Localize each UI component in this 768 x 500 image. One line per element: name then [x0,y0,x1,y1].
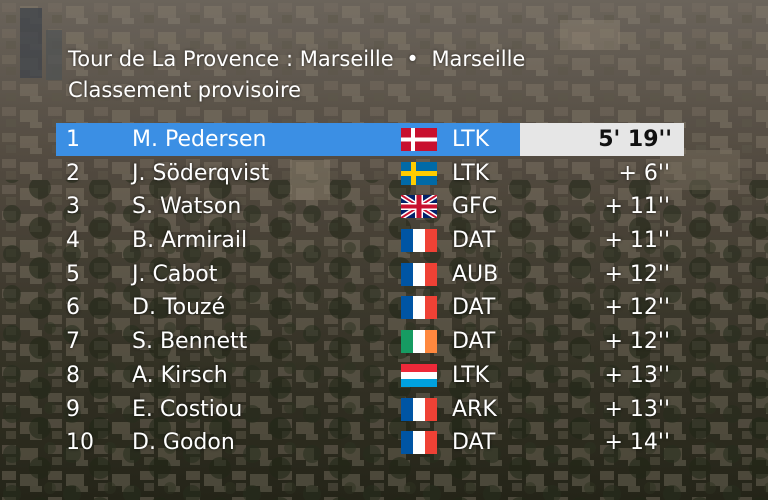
team-code: GFC [452,194,498,220]
standings-row: 9 E. Costiou ARK + 13'' [0,393,768,427]
rider-name: E. Costiou [132,396,243,422]
standings-subtitle: Classement provisoire [68,78,302,102]
team-code: DAT [452,295,496,321]
rank: 1 [66,127,80,152]
standings-row: 4 B. Armirail DAT + 11'' [0,224,768,258]
race-title-line: Tour de La Provence : Marseille • Marsei… [68,44,525,75]
rank: 2 [66,160,80,186]
team-code: DAT [452,329,496,355]
time-gap: + 12'' [604,261,670,287]
team-code: LTK [452,127,490,152]
rank: 10 [66,430,94,456]
denmark-flag-icon [401,128,437,151]
france-flag-icon [401,431,437,455]
time-gap: + 13'' [604,362,670,388]
standings-table: 1 M. Pedersen LTK 5' 19'' 2 J. Söderqvis… [0,123,768,460]
standings-row: 3 S. Watson GFC + 11'' [0,190,768,224]
rank: 7 [66,329,80,355]
rider-name: J. Söderqvist [132,160,270,186]
standings-row: 5 J. Cabot AUB + 12'' [0,258,768,292]
team-code: LTK [452,362,490,388]
rider-name: D. Touzé [132,295,226,321]
rider-name: B. Armirail [132,228,248,254]
team-code: AUB [452,261,499,287]
rider-name: A. Kirsch [132,362,228,388]
time-gap: + 12'' [604,295,670,321]
luxembourg-flag-icon [401,363,437,387]
leader-time-box [520,123,684,156]
standings-row: 10 D. Godon DAT + 14'' [0,426,768,460]
team-code: DAT [452,228,496,254]
time-gap: + 12'' [604,329,670,355]
standings-row: 2 J. Söderqvist LTK + 6'' [0,157,768,191]
broadcast-header: Tour de La Provence : Marseille • Marsei… [68,44,525,106]
standings-row: 1 M. Pedersen LTK 5' 19'' [0,123,768,157]
team-code: LTK [452,160,490,186]
time-gap: + 14'' [604,430,670,456]
rank: 5 [66,261,80,287]
rider-name: S. Bennett [132,329,248,355]
rank: 9 [66,396,80,422]
france-flag-icon [401,229,437,253]
sweden-flag-icon [401,161,437,185]
rank: 8 [66,362,80,388]
rank: 6 [66,295,80,321]
france-flag-icon [401,397,437,421]
france-flag-icon [401,262,437,286]
rider-name: M. Pedersen [132,127,267,152]
uk-flag-icon [401,195,437,219]
rider-name: S. Watson [132,194,242,220]
rank: 4 [66,228,80,254]
ireland-flag-icon [401,330,437,354]
time-gap: 5' 19'' [598,127,672,152]
standings-row: 6 D. Touzé DAT + 12'' [0,291,768,325]
finish-location: Marseille [431,47,526,71]
team-code: ARK [452,396,497,422]
france-flag-icon [401,296,437,320]
time-gap: + 11'' [604,228,670,254]
time-gap: + 13'' [604,396,670,422]
team-code: DAT [452,430,496,456]
title-separator: • [406,47,419,71]
standings-row: 8 A. Kirsch LTK + 13'' [0,359,768,393]
standings-row: 7 S. Bennett DAT + 12'' [0,325,768,359]
rider-name: J. Cabot [132,261,218,287]
time-gap: + 11'' [604,194,670,220]
time-gap: + 6'' [618,160,670,186]
leader-highlight-bar [56,123,520,156]
rider-name: D. Godon [132,430,235,456]
race-title: Tour de La Provence : Marseille [68,47,394,71]
rank: 3 [66,194,80,220]
